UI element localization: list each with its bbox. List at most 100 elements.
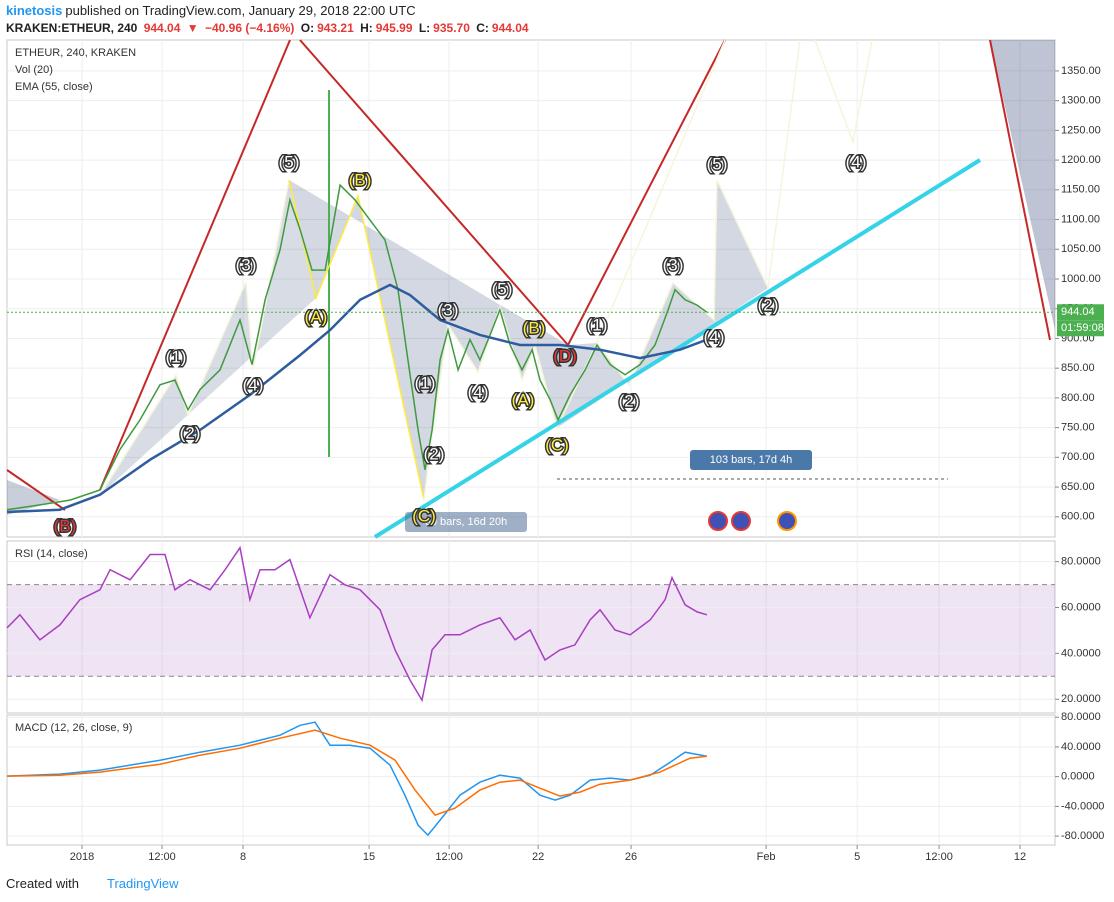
wave-label: (2) — [758, 295, 779, 314]
y-tick-label: 1050.00 — [1061, 243, 1101, 255]
low-label: L: — [418, 21, 431, 35]
x-tick-label: 12:00 — [435, 851, 463, 863]
footer-brand[interactable]: TradingView — [106, 876, 179, 891]
y-tick-label: 60.0000 — [1061, 601, 1101, 613]
y-tick-label: 800.00 — [1061, 392, 1095, 404]
indicator-label: EMA (55, close) — [15, 81, 93, 93]
macd-panel — [6, 714, 1056, 846]
wave-label: (C) — [545, 435, 569, 454]
wave-label: (C) — [412, 506, 436, 525]
y-tick-label: 650.00 — [1061, 481, 1095, 493]
x-tick-label: 8 — [240, 851, 246, 863]
wave-label: (4) — [846, 152, 867, 171]
main-panel — [6, 39, 1056, 538]
wave-label: (5) — [279, 152, 300, 171]
wave-label: (4) — [243, 375, 264, 394]
author[interactable]: kinetosis — [6, 3, 63, 18]
wave-label: (1) — [415, 373, 436, 392]
y-tick-label: 850.00 — [1061, 362, 1095, 374]
x-tick-label: Feb — [757, 851, 776, 863]
y-tick-label: 1350.00 — [1061, 65, 1101, 77]
wave-label: (B) — [349, 170, 372, 189]
series-line — [6, 729, 708, 816]
wave-label: (3) — [663, 255, 684, 274]
open-label: O: — [300, 21, 315, 35]
open: 943.21 — [317, 21, 354, 35]
x-tick-label: 22 — [532, 851, 544, 863]
y-tick-label: 750.00 — [1061, 422, 1095, 434]
wave-label: (4) — [704, 327, 725, 346]
channel-line — [6, 469, 66, 511]
wave-line — [767, 39, 801, 289]
x-tick-label: 15 — [363, 851, 375, 863]
channel-line — [99, 39, 291, 491]
drawings — [6, 39, 1055, 539]
footer-text: Created with — [6, 876, 79, 891]
low: 935.70 — [433, 21, 470, 35]
series-line — [6, 183, 708, 511]
rsi-panel — [6, 540, 1056, 714]
measure-label: 60 bars, 16d 20h — [425, 516, 508, 528]
x-tick-label: 2018 — [70, 851, 94, 863]
measure-box — [690, 450, 812, 470]
panel-title: ETHEUR, 240, KRAKEN — [15, 47, 136, 59]
close: 944.04 — [491, 21, 529, 35]
chart: 600.00650.00700.00750.00800.00850.00900.… — [6, 39, 1104, 863]
series-line — [6, 545, 708, 703]
wave-label: (A) — [512, 390, 535, 409]
wave-label: (4) — [468, 382, 489, 401]
countdown-label: 01:59:08 — [1061, 322, 1104, 334]
header-line-1: kinetosis published on TradingView.com, J… — [6, 3, 419, 18]
y-tick-label: 40.0000 — [1061, 741, 1101, 753]
wave-label: (1) — [166, 347, 187, 366]
y-tick-label: 1250.00 — [1061, 124, 1101, 136]
wave-label: (3) — [236, 255, 257, 274]
channel-line — [989, 39, 1051, 341]
wave-label: (1) — [587, 315, 608, 334]
y-tick-label: 1150.00 — [1061, 184, 1100, 196]
event-icon[interactable] — [731, 511, 751, 531]
x-tick-label: 12:00 — [148, 851, 176, 863]
wave-label: (2) — [619, 391, 640, 410]
wave-line — [99, 179, 290, 496]
y-tick-label: 40.0000 — [1061, 647, 1101, 659]
wave-label: (D) — [553, 346, 577, 365]
y-tick-label: -80.0000 — [1061, 830, 1104, 842]
series-line — [6, 283, 708, 514]
y-tick-label: 80.0000 — [1061, 556, 1101, 568]
change: −40.96 (−4.16%) — [204, 21, 295, 35]
event-icon[interactable] — [708, 511, 728, 531]
event-icon[interactable] — [777, 511, 797, 531]
wave-shade — [100, 180, 316, 495]
y-tick-label: 1200.00 — [1061, 154, 1101, 166]
y-tick-label: 20.0000 — [1061, 693, 1101, 705]
price: 944.04 — [143, 21, 181, 35]
high-label: H: — [360, 21, 373, 35]
footer: Created with TradingView — [6, 876, 179, 891]
price-tag — [1057, 304, 1104, 321]
wave-shade — [289, 180, 597, 500]
wave-label: (B) — [54, 516, 77, 535]
high: 945.99 — [375, 21, 413, 35]
wave-label: (5) — [707, 154, 728, 173]
wave-label: (B) — [523, 318, 546, 337]
wave-shade — [990, 40, 1055, 330]
y-tick-label: -40.0000 — [1061, 800, 1104, 812]
wave-label: (2) — [424, 444, 445, 463]
wave-label: (A) — [305, 307, 328, 326]
x-tick-label: 12 — [1014, 851, 1026, 863]
x-tick-label: 12:00 — [925, 851, 953, 863]
wave-label: (2) — [180, 423, 201, 442]
y-tick-label: 700.00 — [1061, 451, 1095, 463]
wave-label: (3) — [438, 300, 459, 319]
published: published on TradingView.com, January 29… — [65, 3, 416, 18]
wave-shade — [557, 180, 768, 428]
countdown-tag — [1057, 320, 1104, 337]
close-label: C: — [476, 21, 489, 35]
grid — [7, 40, 1059, 849]
y-tick-label: 1300.00 — [1061, 95, 1101, 107]
price-tag-label: 944.04 — [1061, 306, 1095, 318]
indicator-label: Vol (20) — [15, 64, 53, 76]
wave-line — [596, 39, 726, 344]
